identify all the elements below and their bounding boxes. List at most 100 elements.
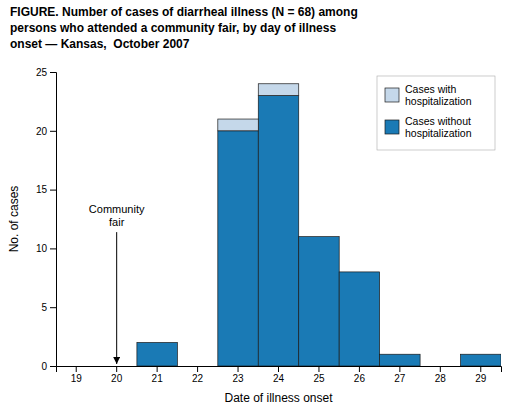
y-tick-mark — [50, 248, 56, 249]
x-tick-label: 21 — [152, 373, 164, 384]
x-tick-label: 29 — [475, 373, 487, 384]
x-tick: 20 — [111, 366, 123, 384]
text-line: hospitalization — [405, 95, 472, 107]
bars — [137, 84, 501, 366]
x-tick: 22 — [192, 366, 204, 384]
x-tick-label: 24 — [273, 373, 285, 384]
legend: Cases withhospitalizationCases withoutho… — [377, 76, 495, 150]
y-tick-mark — [50, 366, 56, 367]
chart: FIGURE. Number of cases of diarrheal ill… — [0, 0, 517, 412]
x-tick-mark — [399, 366, 400, 372]
x-tick-mark — [238, 366, 239, 372]
x-tick-mark — [359, 366, 360, 372]
bar — [380, 354, 420, 355]
text-line: FIGURE. Number of cases of diarrheal ill… — [10, 5, 358, 19]
x-tick-mark — [278, 366, 279, 372]
bar — [137, 342, 177, 366]
bar — [299, 236, 339, 237]
bar-series — [218, 84, 299, 131]
text-line: onset — Kansas, October 2007 — [10, 37, 190, 51]
x-tick-mark — [318, 366, 319, 372]
x-tick-label: 22 — [192, 373, 204, 384]
y-tick-label: 10 — [36, 243, 48, 254]
bar — [461, 354, 501, 355]
legend-frame — [377, 76, 495, 150]
x-tick-mark — [197, 366, 198, 372]
legend-label: Cases withouthospitalization — [405, 115, 472, 139]
x-tick-label: 19 — [71, 373, 83, 384]
annotation-arrow — [116, 232, 117, 364]
plot: 0 5 10 15 20 25 19 20 21 22 23 24 25 26 27 28 29 Date of … — [7, 67, 502, 405]
x-tick: 29 — [475, 366, 487, 384]
bar — [177, 366, 217, 367]
y-tick-mark — [50, 131, 56, 132]
text-line: fair — [109, 216, 125, 228]
x-tick-label: 25 — [313, 373, 325, 384]
bar — [258, 84, 298, 96]
bar — [339, 272, 379, 366]
x-tick: 25 — [313, 366, 325, 384]
y-tick-label: 0 — [41, 361, 47, 372]
bar — [56, 366, 96, 367]
x-tick-mark — [480, 366, 481, 372]
bar — [380, 354, 420, 366]
bar — [461, 354, 501, 366]
y-axis: 0 5 10 15 20 25 — [36, 67, 57, 372]
x-tick: 28 — [435, 366, 447, 384]
text-line: Cases without — [405, 115, 471, 127]
bar — [96, 366, 136, 367]
y-tick: 25 — [36, 67, 56, 78]
text-line: hospitalization — [405, 127, 472, 139]
x-tick: 24 — [273, 366, 285, 384]
y-tick-mark — [50, 72, 56, 73]
x-tick: 21 — [152, 366, 164, 384]
bar — [299, 237, 339, 366]
x-axis-title: Date of illness onset — [224, 391, 333, 405]
bar — [96, 366, 136, 367]
text-line: Cases with — [405, 83, 457, 95]
bar — [56, 366, 96, 367]
x-axis: 19 20 21 22 23 24 25 26 27 28 29 — [57, 366, 502, 384]
x-tick: 27 — [394, 366, 406, 384]
bar — [420, 366, 460, 367]
bar — [218, 119, 258, 131]
title: FIGURE. Number of cases of diarrheal ill… — [10, 5, 358, 51]
x-tick-mark — [157, 366, 158, 372]
text-line: Community — [89, 203, 145, 215]
x-tick-label: 28 — [435, 373, 447, 384]
y-tick: 0 — [41, 361, 56, 372]
bar-series — [137, 96, 501, 366]
y-tick: 15 — [36, 184, 56, 195]
x-tick: 19 — [71, 366, 83, 384]
legend-swatch — [385, 120, 399, 134]
legend-label: Cases withhospitalization — [405, 83, 472, 107]
x-tick-mark — [116, 366, 117, 372]
legend-swatch — [385, 88, 399, 102]
y-tick: 5 — [41, 302, 56, 313]
bar — [218, 131, 258, 366]
bar — [420, 366, 460, 367]
bar — [177, 366, 217, 367]
y-tick-label: 25 — [36, 67, 48, 78]
x-axis-line — [57, 367, 502, 373]
y-tick-label: 20 — [36, 126, 48, 137]
y-axis-line — [50, 73, 57, 367]
x-tick-label: 20 — [111, 373, 123, 384]
x-tick-mark — [440, 366, 441, 372]
y-tick: 20 — [36, 126, 56, 137]
y-tick-label: 5 — [41, 302, 47, 313]
bar — [339, 271, 379, 272]
x-tick-mark — [76, 366, 77, 372]
y-tick: 10 — [36, 243, 56, 254]
x-tick: 23 — [232, 366, 244, 384]
x-tick-label: 26 — [354, 373, 366, 384]
y-tick-mark — [50, 307, 56, 308]
bar — [137, 342, 177, 343]
y-axis-title: No. of cases — [7, 186, 21, 253]
text-line: persons who attended a community fair, b… — [10, 21, 336, 35]
y-tick-mark — [50, 190, 56, 191]
y-tick-label: 15 — [36, 184, 48, 195]
annotation: Communityfair — [89, 203, 145, 228]
x-tick-label: 27 — [394, 373, 406, 384]
x-tick: 26 — [354, 366, 366, 384]
